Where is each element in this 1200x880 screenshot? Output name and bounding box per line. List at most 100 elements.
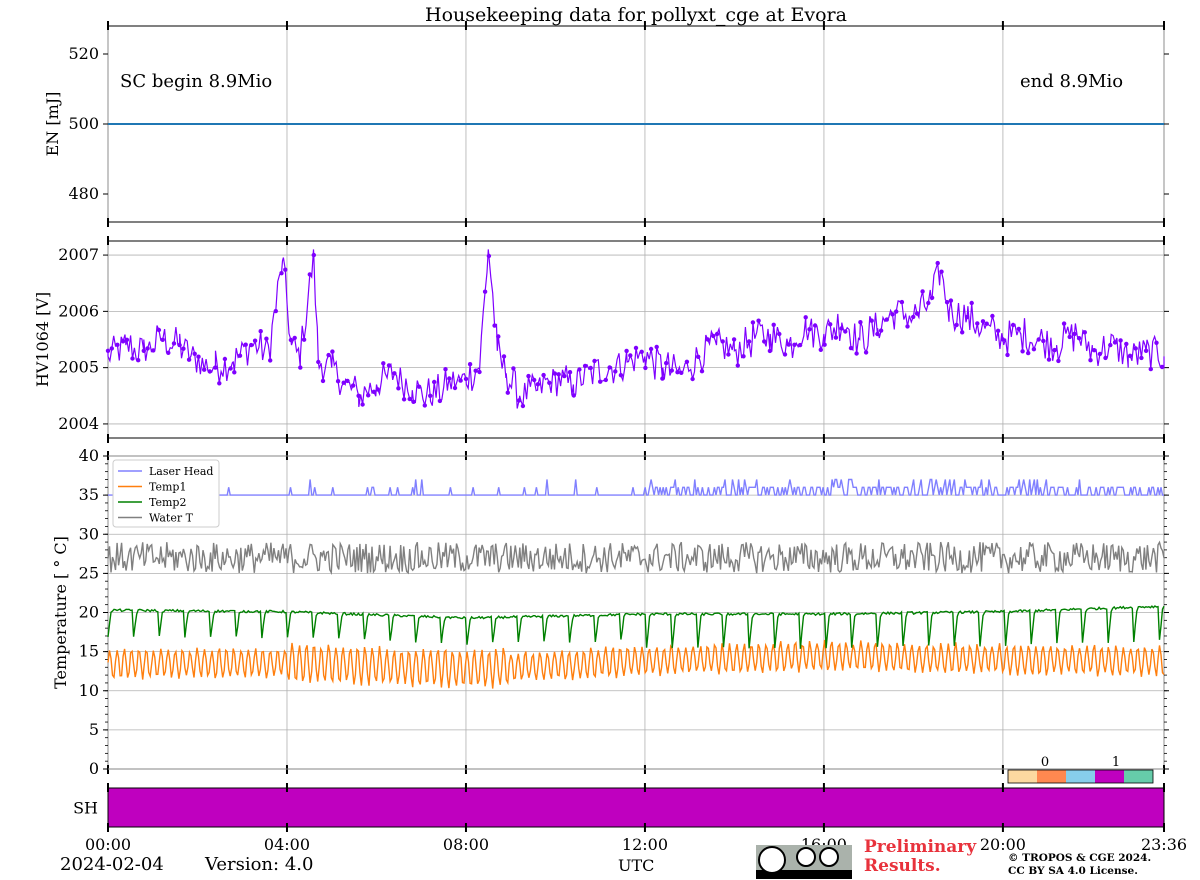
hv1064-point: [669, 368, 674, 373]
temperature-series-temp2: [107, 605, 1165, 649]
hv1064-ytick-label: 2007: [58, 245, 99, 264]
hv1064-point: [1082, 330, 1088, 335]
hv1064-point: [422, 403, 427, 408]
hv1064-point: [1036, 337, 1041, 342]
hv1064-point: [607, 365, 612, 370]
hv1064-point: [547, 380, 552, 385]
hv1064-point: [603, 377, 608, 383]
preliminary-results: Preliminary Results.: [864, 838, 976, 876]
hv1064-point: [684, 359, 690, 364]
hv1064-point: [326, 352, 331, 358]
colorbar-cell: [1066, 770, 1095, 783]
hv1064-point: [660, 376, 665, 381]
hv1064-point: [160, 337, 165, 342]
hv1064-point: [492, 323, 497, 328]
hv1064-point: [920, 289, 925, 294]
hv1064-point: [1124, 341, 1129, 347]
hv1064-point: [443, 367, 448, 372]
hv1064-point: [1020, 349, 1025, 354]
hv1064-point: [839, 326, 844, 331]
hv1064-point: [1148, 366, 1154, 372]
x-tick-label: 08:00: [443, 835, 489, 854]
hv1064-point: [463, 376, 469, 382]
sh-heatmap-band: [108, 788, 1164, 827]
hv1064-point: [984, 321, 989, 326]
energy-ytick-label: 480: [68, 184, 99, 203]
hv1064-point: [407, 396, 412, 402]
energy-ylabel: EN [mJ]: [43, 92, 62, 157]
hv1064-point: [696, 354, 701, 359]
version-label: Version: 4.0: [205, 854, 314, 875]
hv1064-point: [818, 347, 823, 352]
hv1064-point: [948, 298, 954, 303]
hv1064-point: [1139, 355, 1144, 361]
hv1064-point: [249, 342, 254, 348]
figure-title: Housekeeping data for pollyxt_cge at Evo…: [425, 4, 847, 26]
hv1064-point: [136, 358, 141, 363]
hv1064-point: [341, 380, 346, 385]
hv1064-point: [633, 345, 639, 351]
energy-ytick-label: 520: [68, 44, 99, 63]
hv1064-point: [279, 271, 284, 276]
hv1064-point: [699, 369, 705, 374]
x-tick-label: 23:36: [1141, 835, 1187, 854]
hv1064-point: [854, 351, 859, 356]
hv1064-point: [392, 371, 397, 376]
legend-label: Water T: [149, 512, 194, 525]
colorbar-tick-label: 0: [1041, 755, 1049, 770]
hv1064-point: [797, 342, 803, 348]
temperature-series-laser-head: [108, 478, 1164, 496]
hv1064-point: [283, 267, 288, 272]
hv1064-point: [532, 377, 537, 383]
hv1064-point: [130, 356, 135, 361]
hv1064-point: [822, 342, 827, 347]
hv1064-point: [812, 323, 818, 328]
hv1064-point: [428, 393, 433, 398]
hv1064-point: [141, 348, 146, 353]
temperature-ytick-label: 15: [79, 642, 99, 661]
hv1064-point: [1127, 353, 1133, 358]
hv1064-point: [156, 327, 162, 333]
hv1064-point: [567, 370, 573, 375]
hv1064-point: [307, 272, 312, 277]
hv1064-point: [366, 393, 371, 398]
hv1064-point: [1016, 326, 1021, 332]
hv1064-point: [777, 331, 782, 337]
hv1064-point: [381, 361, 386, 366]
sh-ylabel: SH: [73, 799, 98, 818]
hv1064-point: [1112, 340, 1118, 345]
copyright-notice: © TROPOS & CGE 2024. CC BY SA 4.0 Licens…: [1008, 852, 1151, 878]
hv1064-point: [486, 253, 492, 259]
hv1064-point: [914, 311, 920, 316]
hv1064-ylabel: HV1064 [V]: [33, 292, 52, 387]
hv1064-point: [771, 322, 776, 327]
hv1064-point: [705, 337, 710, 342]
hv1064-point: [520, 403, 526, 409]
hv1064-point: [222, 356, 228, 362]
hv1064-point: [995, 328, 1001, 333]
hv1064-point: [356, 393, 361, 398]
x-tick-label: 20:00: [980, 835, 1026, 854]
hv1064-point: [577, 367, 582, 372]
hv1064-point: [1031, 347, 1037, 352]
hv1064-point: [944, 300, 950, 305]
hv1064-point: [833, 335, 839, 340]
temperature-ytick-label: 30: [79, 524, 99, 543]
hv1064-point: [181, 346, 186, 351]
hv1064-point: [613, 369, 618, 374]
hv1064-point: [756, 318, 761, 323]
hv1064-point: [960, 330, 965, 335]
colorbar-cell: [1037, 770, 1066, 783]
hv1064-point: [1061, 321, 1067, 326]
legend-label: Temp2: [149, 496, 186, 509]
hv1064-point: [926, 300, 931, 306]
hv1064-point: [202, 367, 207, 372]
hv1064-point: [105, 348, 111, 353]
hv1064-point: [720, 339, 725, 344]
hv1064-point: [482, 289, 488, 294]
hv1064-point: [458, 378, 463, 383]
hv1064-point: [1108, 342, 1113, 348]
hv1064-point: [954, 322, 959, 328]
hv1064-point: [899, 299, 905, 305]
hv1064-point: [746, 339, 752, 344]
